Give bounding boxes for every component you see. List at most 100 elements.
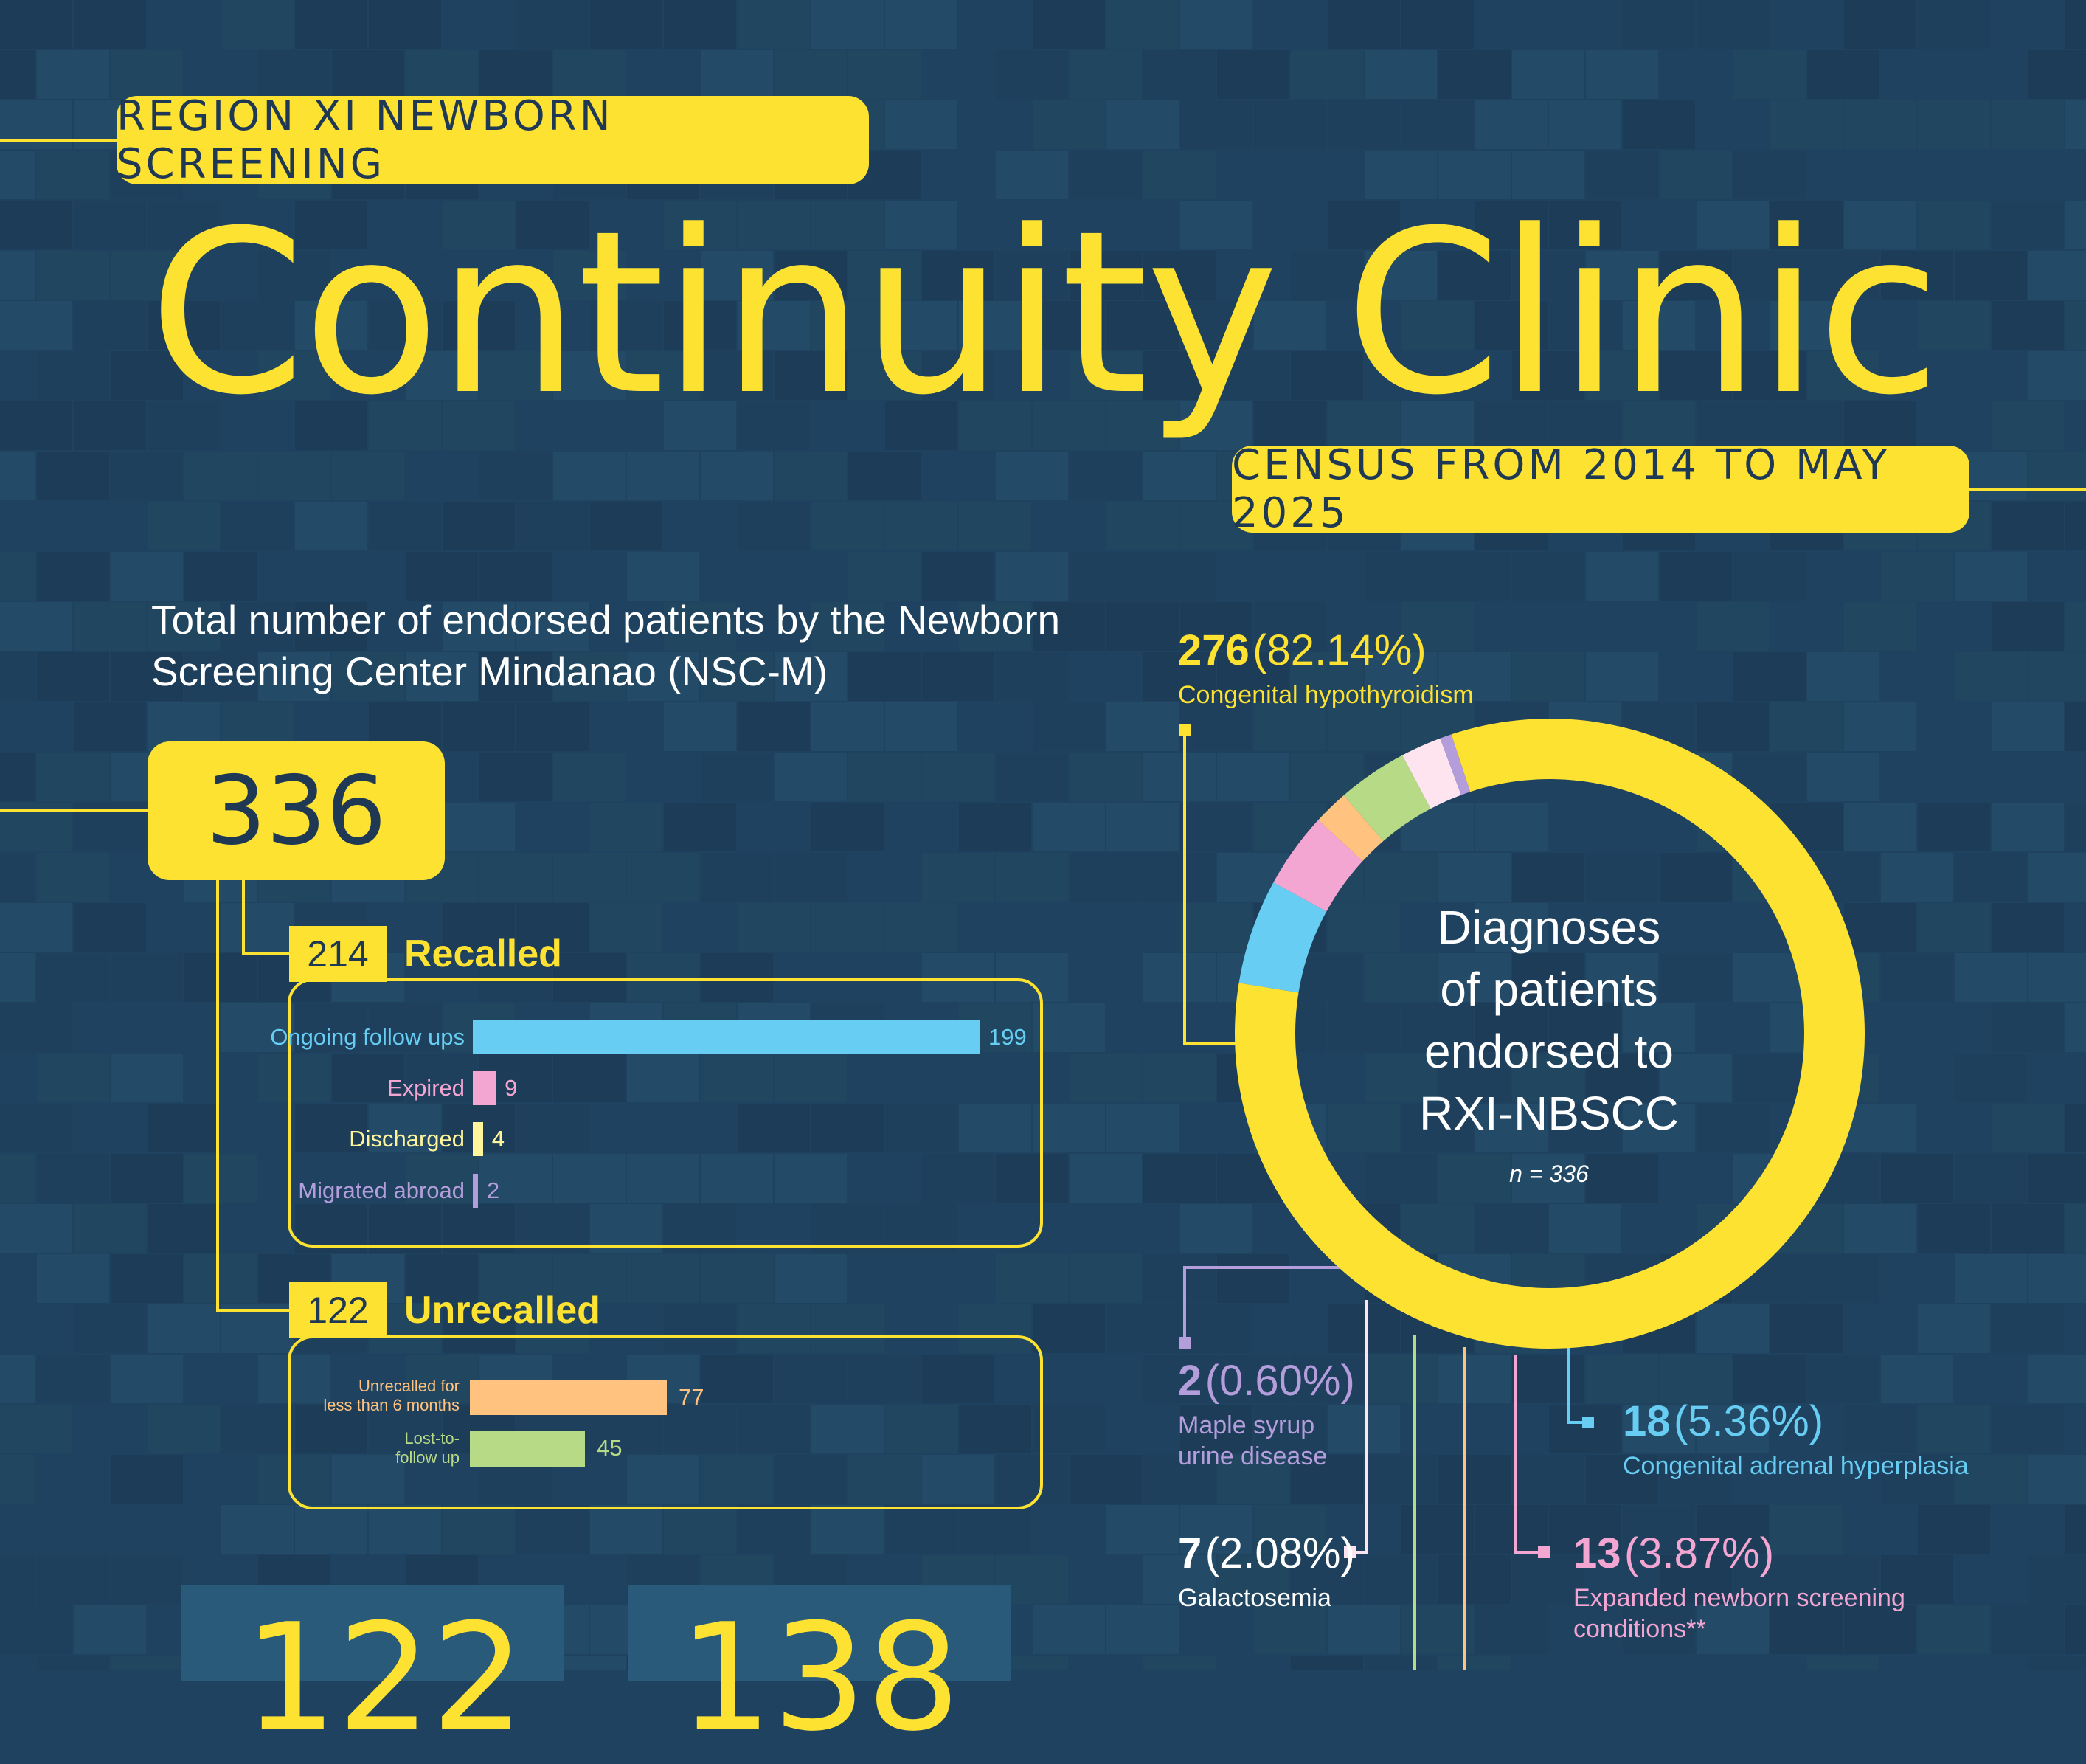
background-tile [553,552,626,601]
background-tile [1365,1656,1437,1670]
background-tile [111,1656,183,1670]
background-tile [1881,50,1953,99]
background-tile [1033,1605,1105,1654]
background-tile [1549,1605,1621,1654]
background-tile [664,803,736,851]
background-tile [1660,351,1732,400]
background-tile [0,151,35,199]
background-tile [811,903,884,952]
background-tile [775,652,847,701]
background-tile [1697,1605,1769,1654]
background-tile [1217,351,1289,400]
background-tile [184,1254,257,1303]
background-tile [2028,1656,2086,1670]
background-tile [1697,903,1769,952]
background-tile [922,1054,994,1102]
callout-galactosemia: 7 (2.08%) Galactosemia [1178,1529,1355,1612]
background-tile [1733,1455,1806,1504]
background-tile [332,251,404,300]
background-tile [111,1154,183,1203]
background-tile [74,903,146,952]
background-tile [664,201,736,249]
background-tile [516,401,589,450]
background-tile [553,953,626,1002]
background-tile [443,0,515,49]
background-tile [0,1505,72,1554]
background-tile [1254,1505,1326,1554]
background-tile [1770,100,1843,149]
background-tile [664,903,736,952]
background-tile [1918,1204,1990,1253]
background-tile [701,50,773,99]
background-tile [37,1656,109,1670]
background-tile [738,201,810,249]
background-tile [1254,401,1326,450]
background-tile [184,351,257,400]
background-tile [1586,853,1658,902]
background-tile [885,401,957,450]
background-tile [1697,401,1769,450]
background-tile [148,401,220,450]
background-tile [1438,1555,1511,1604]
background-tile [406,1455,478,1504]
background-tile [1955,552,2027,601]
background-tile [1033,502,1105,550]
background-tile [1217,1455,1289,1504]
background-tile [590,0,662,49]
background-tile [627,1254,699,1303]
background-tile [701,1254,773,1303]
background-tile [885,1304,957,1353]
background-tile [2028,753,2086,801]
background-tile [1549,1003,1621,1052]
background-tile [1770,201,1843,249]
background-tile [1881,953,1953,1002]
background-tile [1955,1054,2027,1102]
background-tile [1217,251,1289,300]
background-tile [1106,1104,1179,1152]
background-tile [1438,1656,1511,1670]
background-tile [775,452,847,500]
background-tile [885,1505,957,1554]
background-tile [332,351,404,400]
background-tile [1586,1355,1658,1403]
background-tile [996,1154,1068,1203]
background-tile [1992,1104,2064,1152]
bar-label-lost: Lost-to- follow up [395,1429,460,1467]
background-tile [184,50,257,99]
background-tile [1660,1054,1732,1102]
background-tile [1992,1204,2064,1253]
background-tile [1438,953,1511,1002]
background-tile [627,351,699,400]
background-tile [1438,652,1511,701]
background-tile [1586,251,1658,300]
background-tile [74,1104,146,1152]
background-tile [959,602,1031,651]
background-tile [1992,0,2064,49]
slice-expanded-screening [1273,820,1363,912]
background-tile [0,1605,72,1654]
background-tile [848,552,921,601]
background-tile [111,1054,183,1102]
background-tile [1180,401,1252,450]
background-tile [221,201,294,249]
background-tile [701,1355,773,1403]
background-tile [1992,602,2064,651]
background-tile [590,803,662,851]
background-tile [1992,100,2064,149]
background-tile [0,1355,35,1403]
background-tile [1586,1555,1658,1604]
background-tile [406,1254,478,1303]
background-tile [184,552,257,601]
background-tile [1438,1355,1511,1403]
background-tile [1918,803,1990,851]
background-tile [590,702,662,751]
background-tile [1881,1154,1953,1203]
background-tile [1807,1355,1879,1403]
background-tile [516,0,589,49]
background-tile [479,953,552,1002]
background-tile [922,1455,994,1504]
background-tile [1033,803,1105,851]
background-tile [664,301,736,350]
background-tile [627,1054,699,1102]
background-tile [1770,702,1843,751]
